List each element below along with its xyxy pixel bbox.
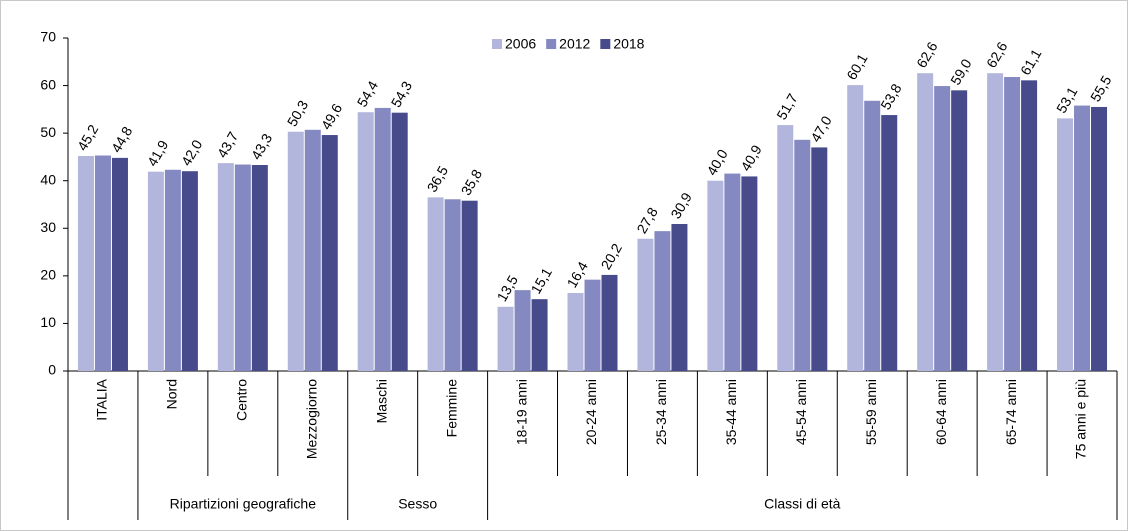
bar [741,176,758,371]
bar [497,306,514,371]
bar [147,171,164,371]
bar [637,238,654,371]
x-tick-label: 75 anni e più [1073,379,1089,459]
bar [1004,77,1021,371]
bar [987,73,1004,372]
bar [444,199,461,371]
bar [391,112,408,372]
bar [567,292,584,371]
y-tick-label: 70 [40,29,56,45]
x-tick-label: ITALIA [94,378,110,420]
bar [777,125,794,371]
bar [94,155,111,371]
x-tick-label: 25-34 anni [653,379,669,445]
bar [304,129,321,371]
bar [217,163,234,371]
x-tick-label: Centro [234,379,250,421]
group-label: Classi di età [764,496,840,512]
x-tick-label: 35-44 anni [723,379,739,445]
bar [864,100,881,372]
bar [321,135,338,371]
x-tick-label: 45-54 anni [793,379,809,445]
bar [287,131,304,371]
y-tick-label: 60 [40,76,56,92]
group-label: Sesso [398,496,437,512]
bar [601,274,618,371]
y-tick-label: 0 [48,362,56,378]
bar [77,155,94,371]
legend-swatch [492,39,502,49]
x-tick-label: Femmine [443,379,459,438]
x-tick-label: Maschi [373,379,389,423]
bar [584,279,601,371]
bar [461,200,478,371]
y-tick-label: 40 [40,171,56,187]
legend-swatch [546,39,557,49]
x-tick-label: 20-24 anni [583,379,599,445]
bar [234,164,251,371]
legend-label: 2006 [505,36,536,52]
bar [951,90,968,371]
bar [847,85,864,372]
bar [531,299,548,371]
bar [1021,80,1038,372]
bar [1057,118,1074,371]
bar [181,171,198,371]
legend-label: 2018 [613,36,644,52]
bar [654,231,671,371]
bar [374,107,391,372]
legend-swatch [600,39,611,49]
y-tick-label: 10 [40,314,56,330]
x-tick-label: Nord [164,379,180,409]
group-label: Ripartizioni geografiche [170,496,317,512]
bar [724,173,741,371]
bar [357,112,374,371]
x-tick-label: Mezzogiorno [303,379,319,459]
bar [881,115,898,372]
bar [811,147,828,371]
bar [934,86,951,371]
bar [1074,105,1091,372]
x-tick-label: 18-19 anni [513,379,529,445]
bar [794,139,811,371]
x-tick-label: 60-64 anni [933,379,949,445]
bar [164,169,181,371]
bar [671,224,688,371]
legend-label: 2012 [559,36,590,52]
bar [251,165,268,371]
bar [917,73,934,372]
bar [514,290,531,371]
x-tick-label: 65-74 anni [1003,379,1019,445]
bar [111,157,128,371]
y-tick-label: 30 [40,219,56,235]
y-tick-label: 20 [40,267,56,283]
x-tick-label: 55-59 anni [863,379,879,445]
bar [1091,106,1108,371]
y-tick-label: 50 [40,124,56,140]
bar [427,197,444,371]
bar [707,180,724,371]
